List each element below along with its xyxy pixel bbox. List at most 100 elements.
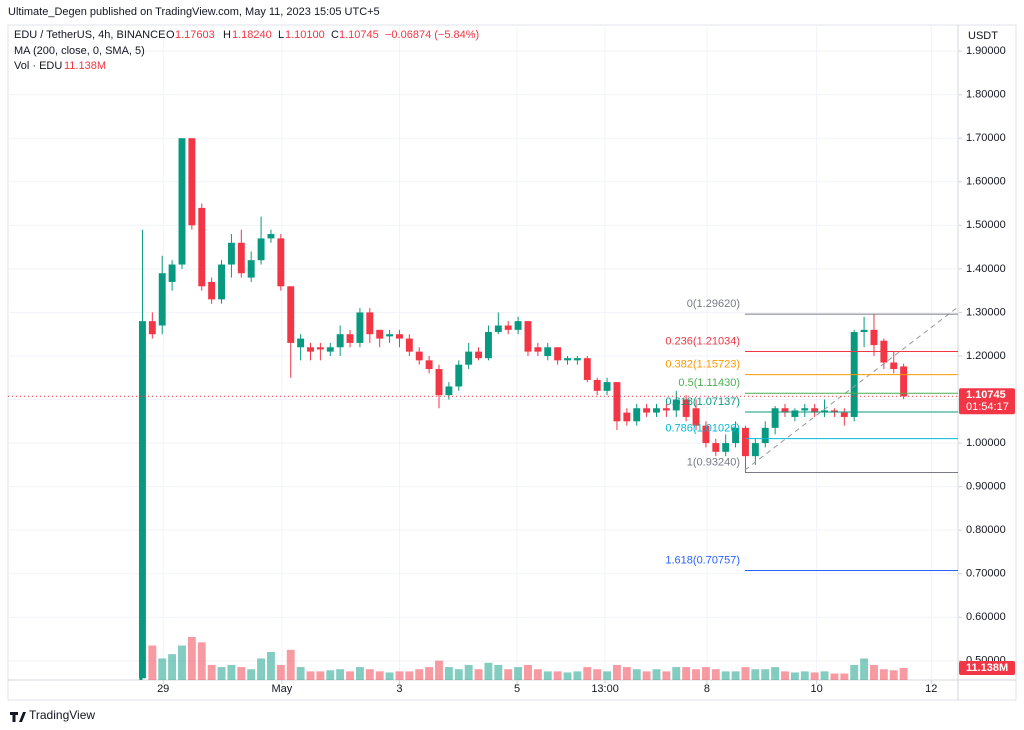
- candle-body: [148, 321, 156, 335]
- y-tick-label: 1.90000: [966, 45, 1006, 57]
- x-tick-label: 29: [157, 683, 169, 695]
- candle-body: [356, 312, 364, 343]
- volume-bar: [405, 671, 414, 680]
- last-price-box: [959, 388, 1015, 415]
- volume-bar: [247, 669, 256, 680]
- candle-body: [712, 443, 720, 452]
- volume-bar: [731, 671, 740, 680]
- h-label: H: [223, 29, 231, 41]
- candle-body: [554, 347, 562, 361]
- volume-bar: [593, 669, 602, 680]
- candle-body: [692, 408, 700, 426]
- volume-bar: [375, 671, 384, 680]
- volume-bar: [178, 645, 186, 680]
- volume-bar: [642, 671, 651, 680]
- candle-body: [771, 408, 779, 428]
- candle-body: [682, 399, 690, 417]
- volume-bar: [810, 672, 819, 680]
- change: −0.06874 (−5.84%): [385, 29, 479, 41]
- last-price-label: 1.10745: [966, 389, 1006, 401]
- candle-body: [247, 260, 255, 278]
- volume-bar: [355, 667, 364, 680]
- candle-body: [277, 238, 285, 287]
- currency: USDT: [968, 30, 998, 42]
- volume-bar: [464, 664, 473, 680]
- candle-body: [643, 408, 651, 413]
- y-tick-label: 1.60000: [966, 176, 1006, 188]
- candle-body: [366, 312, 374, 335]
- volume-bar: [870, 664, 878, 680]
- volume-bar: [682, 667, 691, 680]
- candle-body: [475, 351, 483, 359]
- volume-bar: [820, 671, 829, 680]
- volume-bar: [771, 667, 780, 680]
- x-tick-label: 3: [396, 683, 402, 695]
- volume-bar: [800, 671, 809, 680]
- candle-body: [138, 321, 146, 679]
- candle-body: [514, 321, 522, 330]
- volume-bar: [790, 672, 799, 680]
- candle-body: [781, 408, 789, 413]
- l-label: L: [278, 29, 284, 41]
- candle-body: [504, 325, 512, 330]
- volume-bar: [879, 669, 888, 680]
- candle-body: [662, 408, 670, 411]
- volume-bar: [840, 673, 849, 680]
- candle-body: [297, 338, 305, 348]
- volume-bar: [830, 673, 839, 680]
- volume-bar: [850, 664, 859, 680]
- candle-body: [158, 273, 166, 326]
- candle-body: [524, 321, 532, 352]
- l-value: 1.10100: [285, 29, 325, 41]
- volume-bar: [365, 669, 374, 680]
- candle-body: [376, 329, 384, 339]
- volume-bar: [603, 671, 612, 680]
- legend: EDU / TetherUS, 4h, BINANCE O 1.17603 H …: [14, 29, 479, 72]
- y-tick-label: 1.40000: [966, 263, 1006, 275]
- candle-body: [208, 281, 216, 300]
- volume-bar: [504, 669, 513, 680]
- candle-body: [573, 358, 581, 361]
- volume-bar: [474, 669, 483, 680]
- candle-body: [751, 443, 759, 457]
- volume-label-box: [959, 661, 1015, 676]
- symbol: EDU / TetherUS, 4h, BINANCE: [14, 29, 165, 41]
- candle-body: [633, 408, 641, 422]
- y-tick-label: 1.50000: [966, 219, 1006, 231]
- volume-bar: [444, 667, 453, 680]
- candle-body: [484, 332, 492, 359]
- volume-bar: [276, 664, 285, 680]
- candle-body: [613, 382, 621, 422]
- volume-label: 11.138M: [966, 662, 1008, 674]
- volume-bar: [533, 669, 542, 680]
- chart-frame: [7, 24, 1017, 701]
- volume-bar: [296, 667, 305, 680]
- candle-body: [860, 329, 868, 333]
- y-tick-label: 0.60000: [966, 611, 1006, 623]
- volume-legend-value: 11.138M: [64, 60, 106, 72]
- candle-body: [257, 238, 265, 261]
- volume-legend: Vol · EDU: [14, 60, 62, 72]
- volume-bar: [217, 667, 226, 680]
- volume-bar: [721, 671, 730, 680]
- y-tick-label: 1.20000: [966, 350, 1006, 362]
- volume-bar: [148, 645, 157, 680]
- candle-body: [702, 425, 710, 444]
- o-value: 1.17603: [175, 29, 215, 41]
- candle-body: [623, 412, 631, 422]
- candle-body: [287, 286, 295, 343]
- volume-bar: [395, 671, 404, 680]
- volume-bar: [899, 668, 908, 680]
- fib-label: 0.618(1.07137): [665, 396, 740, 408]
- c-value: 1.10745: [339, 29, 379, 41]
- volume-bar: [583, 667, 592, 680]
- plot: [138, 138, 908, 680]
- publisher-line: Ultimate_Degen published on TradingView.…: [8, 6, 380, 18]
- c-label: C: [331, 29, 339, 41]
- y-tick-label: 1.70000: [966, 132, 1006, 144]
- candle-body: [336, 334, 344, 348]
- volume-bar: [197, 642, 206, 680]
- volume-bar: [326, 670, 335, 680]
- candle-body: [445, 386, 453, 396]
